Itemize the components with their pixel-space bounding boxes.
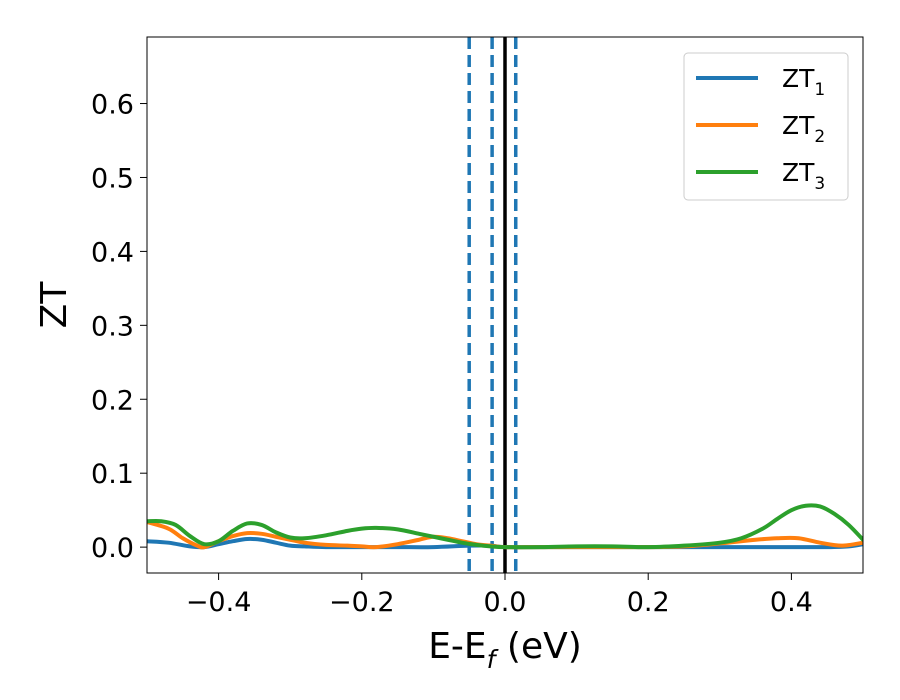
x-tick-label: 0.4 [770,587,813,618]
y-tick-label: 0.0 [91,533,134,564]
x-tick-label: −0.4 [186,587,252,618]
legend-label-zt1: ZT1 [782,64,825,100]
y-tick-label: 0.2 [91,385,134,416]
y-tick-label: 0.1 [91,459,134,490]
plot-area [147,37,863,573]
x-tick-label: 0.0 [484,587,527,618]
x-tick-label: 0.2 [627,587,670,618]
y-tick-label: 0.6 [91,90,134,121]
series-line-zt3 [147,503,863,550]
y-tick-label: 0.3 [91,311,134,342]
x-axis-label-main: E-E [428,626,486,667]
x-axis-label-unit: (eV) [495,626,581,667]
legend-box [683,52,849,201]
x-tick-label: −0.2 [329,587,395,618]
legend: ZT1 ZT2 ZT3 [683,52,849,201]
y-tick-label: 0.4 [91,237,134,268]
axis-ticks: −0.4 −0.2 0.0 0.2 0.4 0.0 0.1 0.2 0.3 0.4 0.5 0.6 [91,90,813,618]
legend-label-zt2: ZT2 [782,111,825,147]
x-axis-label: E-Ef (eV) [428,626,582,674]
series-line-zt1 [147,536,863,550]
y-tick-label: 0.5 [91,163,134,194]
y-axis-label: ZT [34,281,75,329]
legend-label-zt3: ZT3 [782,158,825,194]
